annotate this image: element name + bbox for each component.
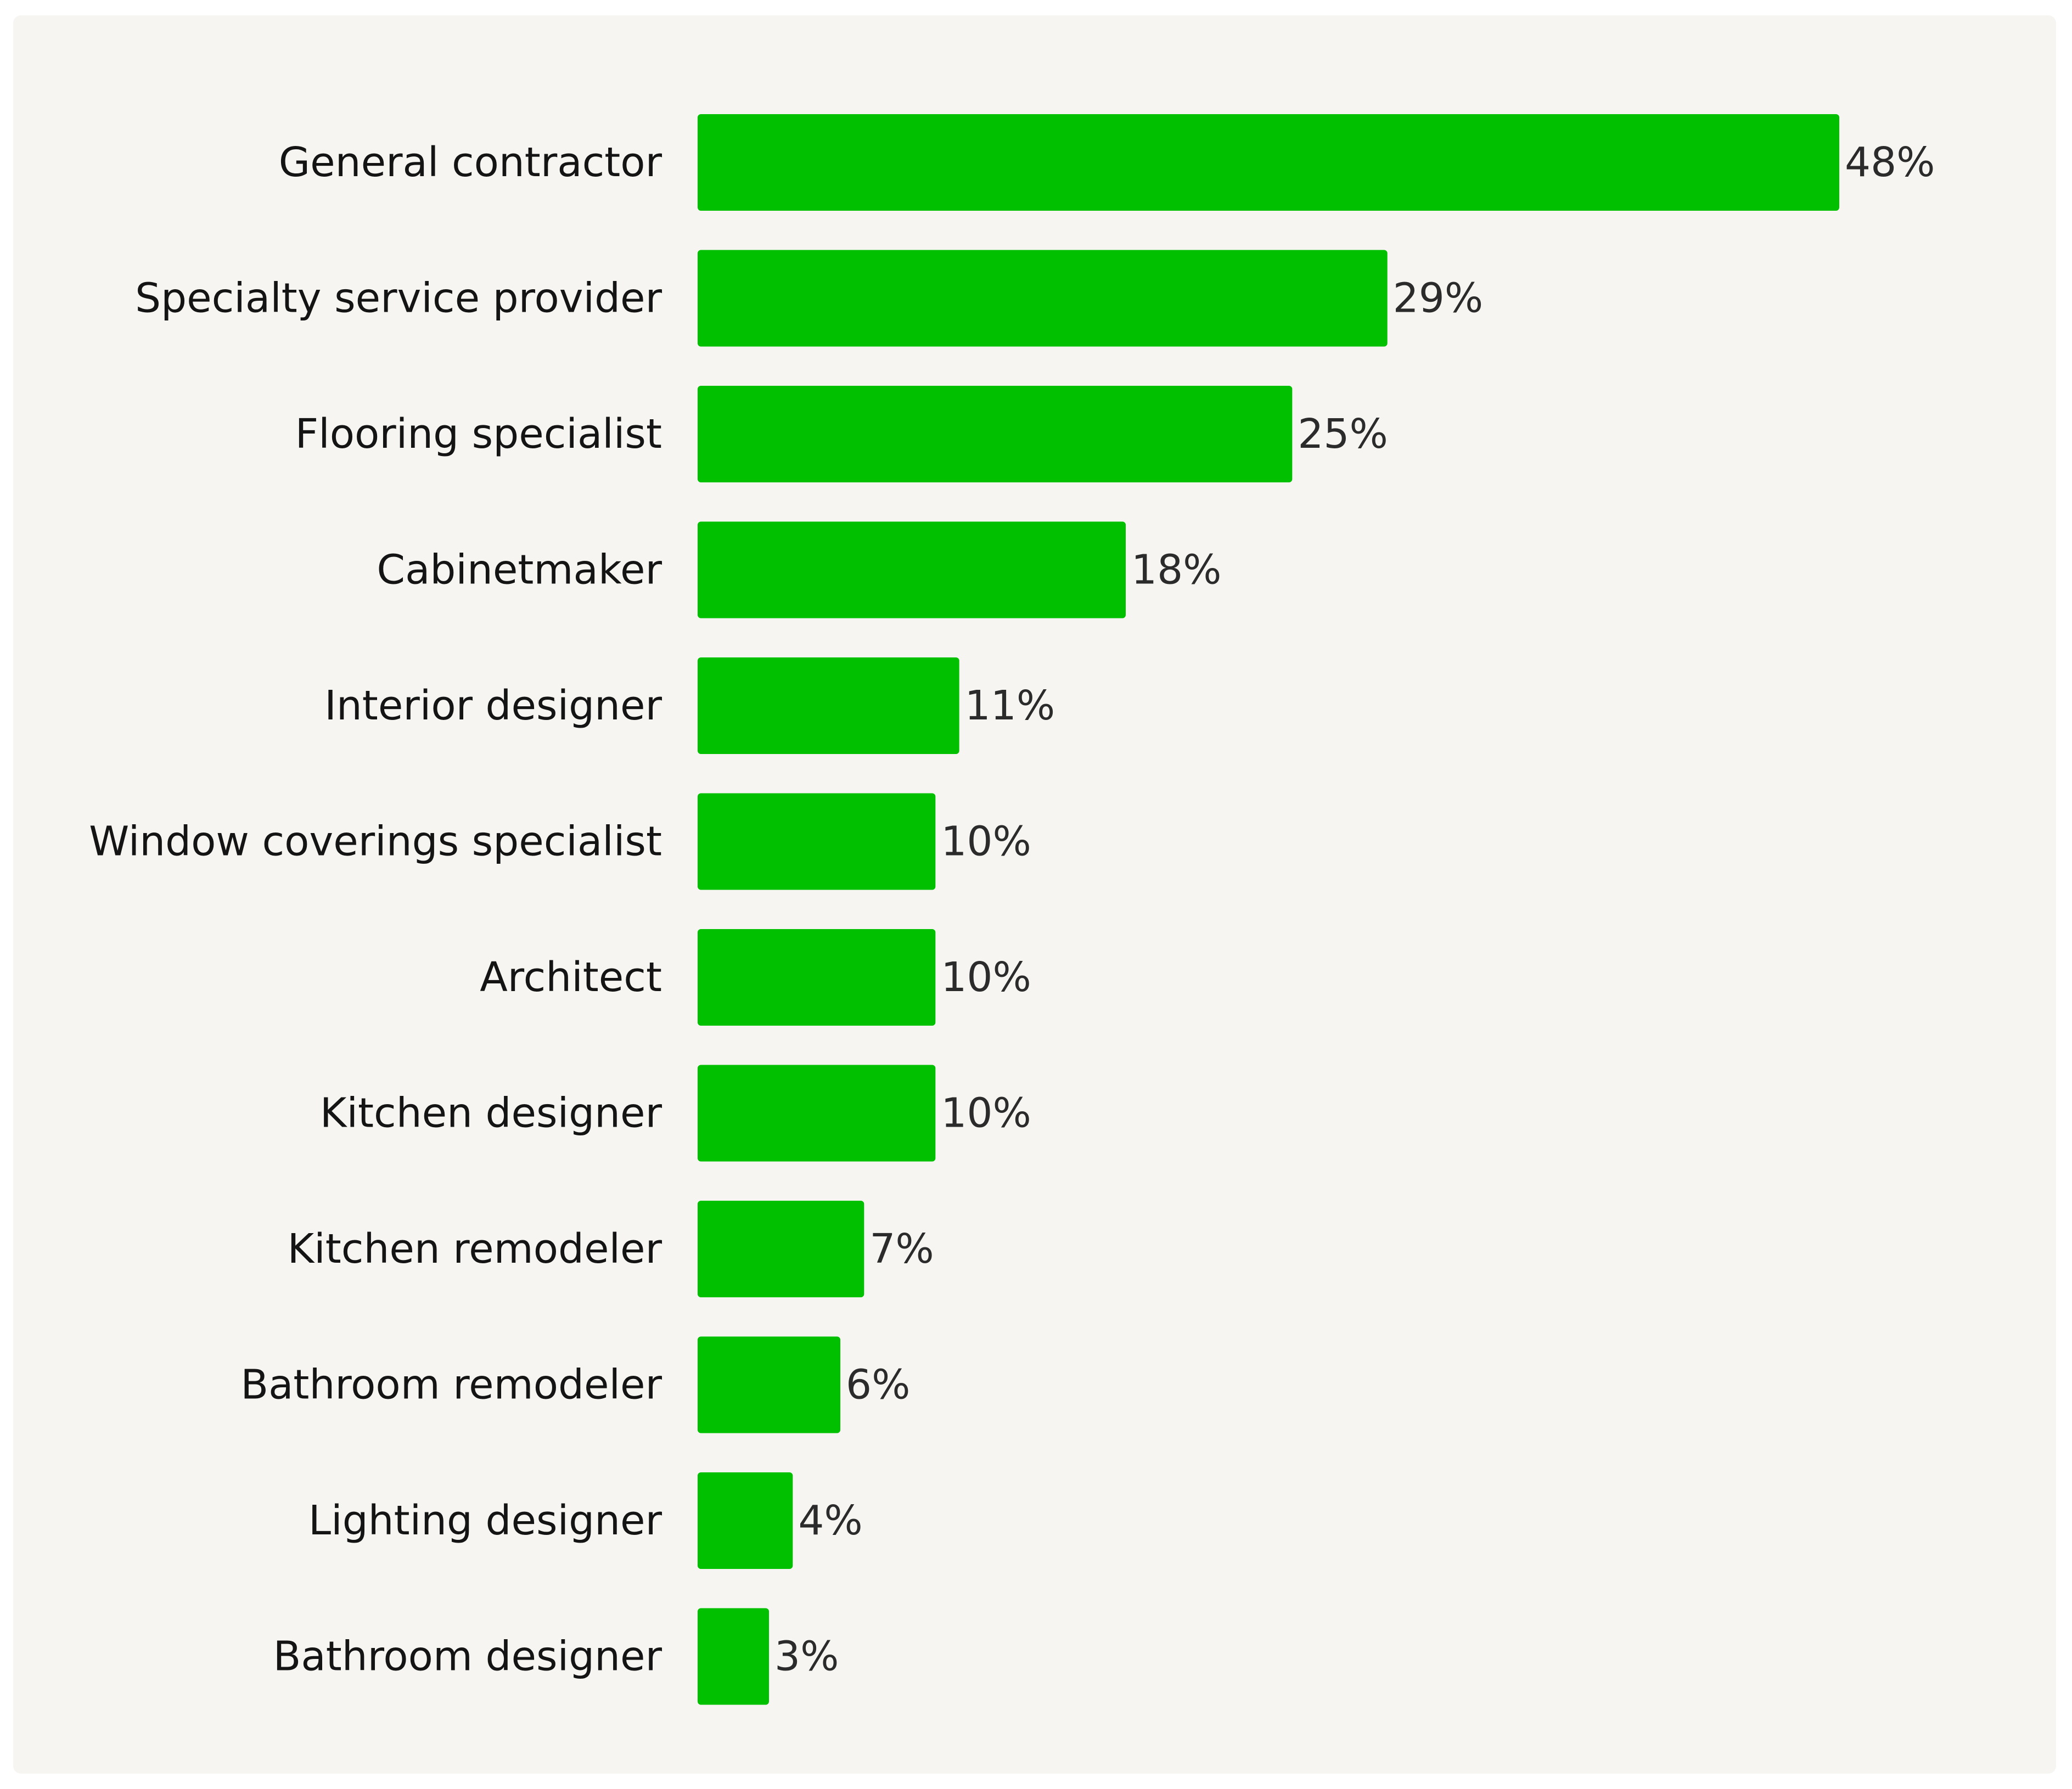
bar	[698, 1201, 864, 1297]
bar	[698, 114, 1839, 211]
value-label: 48%	[1845, 139, 1935, 186]
category-label: Specialty service provider	[135, 275, 662, 322]
bar	[698, 1472, 793, 1569]
value-label: 10%	[941, 1090, 1031, 1137]
value-label: 18%	[1131, 547, 1221, 594]
bar	[698, 386, 1293, 482]
value-label: 4%	[798, 1497, 862, 1544]
category-label: Kitchen remodeler	[288, 1225, 662, 1273]
category-label: Bathroom designer	[273, 1633, 662, 1680]
category-label: Flooring specialist	[295, 410, 662, 458]
category-label: Interior designer	[324, 682, 662, 729]
category-label: Lighting designer	[308, 1497, 662, 1544]
value-label: 25%	[1298, 410, 1388, 458]
category-label: Cabinetmaker	[377, 547, 662, 594]
category-label: General contractor	[279, 139, 662, 186]
category-label: Bathroom remodeler	[240, 1362, 662, 1409]
bar	[698, 929, 936, 1026]
category-label: Kitchen designer	[320, 1090, 662, 1137]
value-label: 10%	[941, 818, 1031, 865]
value-label: 10%	[941, 954, 1031, 1001]
value-label: 3%	[774, 1633, 839, 1680]
bar	[698, 250, 1388, 347]
bar	[698, 793, 936, 890]
chart-card: General contractor 48% Specialty service p…	[13, 15, 2056, 1774]
bar	[698, 657, 959, 754]
value-label: 6%	[846, 1362, 910, 1409]
category-label: Architect	[480, 954, 662, 1001]
value-label: 11%	[965, 682, 1055, 729]
value-label: 29%	[1393, 275, 1483, 322]
bar-chart: General contractor 48% Specialty service p…	[89, 114, 1935, 1705]
bar	[698, 1336, 840, 1433]
bar	[698, 1608, 769, 1705]
category-label: Window coverings specialist	[89, 818, 662, 865]
bar	[698, 1065, 936, 1162]
value-label: 7%	[869, 1225, 934, 1273]
bar	[698, 521, 1126, 618]
